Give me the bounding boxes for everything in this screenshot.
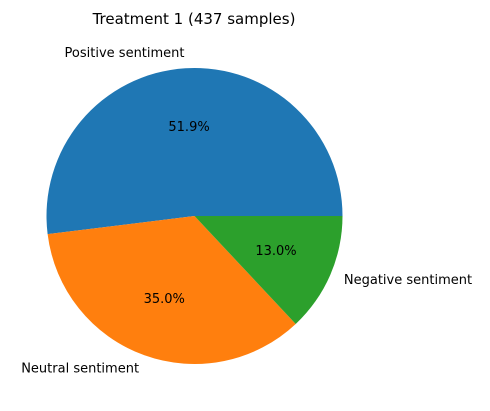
pie-labels: 51.9% Positive sentiment 35.0% Neutral sent… bbox=[21, 46, 472, 377]
pie-slices bbox=[46, 68, 343, 364]
pie-slice-neutral bbox=[47, 216, 296, 364]
pie-slice-positive bbox=[46, 68, 343, 235]
pct-label-positive: 51.9% bbox=[168, 120, 209, 135]
pct-label-negative: 13.0% bbox=[255, 244, 296, 259]
category-label-neutral: Neutral sentiment bbox=[21, 362, 139, 377]
category-label-negative: Negative sentiment bbox=[344, 273, 472, 288]
pct-label-neutral: 35.0% bbox=[144, 292, 185, 307]
pie-slice-negative bbox=[194, 216, 343, 324]
chart-title: Treatment 1 (437 samples) bbox=[92, 10, 296, 28]
category-label-positive: Positive sentiment bbox=[65, 46, 185, 61]
